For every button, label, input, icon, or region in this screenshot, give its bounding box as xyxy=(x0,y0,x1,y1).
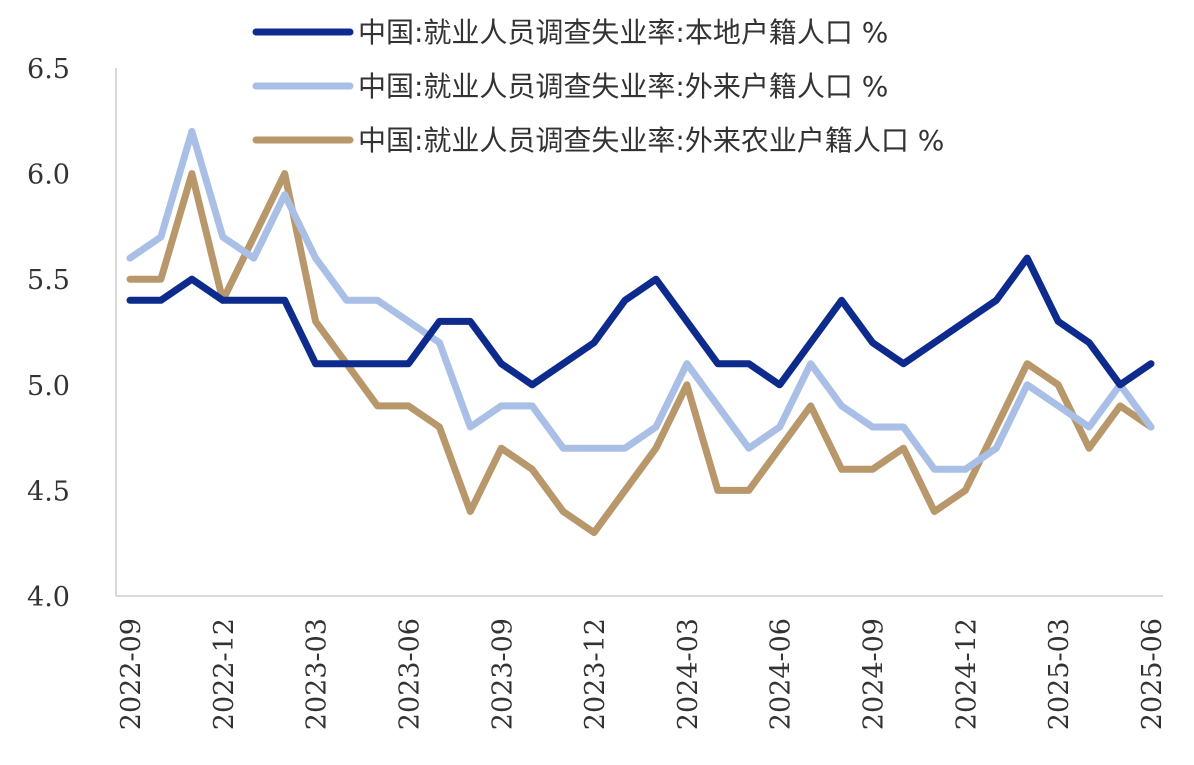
y-axis: 4.0 4.5 5.0 5.5 6.0 6.5 xyxy=(27,54,117,613)
x-tick-label: 2023-06 xyxy=(394,618,425,730)
legend-label-3: 中国:就业人员调查失业率:外来农业户籍人口 % xyxy=(358,124,944,157)
series-line-1 xyxy=(126,254,1155,389)
x-tick-label: 2022-12 xyxy=(209,618,240,730)
x-tick-label: 2025-03 xyxy=(1044,618,1075,730)
x-tick-label: 2024-09 xyxy=(859,618,890,730)
y-tick-label: 6.0 xyxy=(27,160,70,191)
y-tick-label: 6.5 xyxy=(27,54,70,85)
x-tick-label: 2024-03 xyxy=(673,618,704,730)
y-tick-label: 5.0 xyxy=(27,371,70,402)
series-line-2 xyxy=(126,127,1155,473)
x-tick-label: 2023-03 xyxy=(302,618,333,730)
x-tick-label: 2023-12 xyxy=(580,618,611,730)
x-tick-label: 2022-09 xyxy=(116,618,147,730)
x-tick-label: 2024-12 xyxy=(951,618,982,730)
legend-label-1: 中国:就业人员调查失业率:本地户籍人口 % xyxy=(358,16,888,49)
x-tick-label: 2025-06 xyxy=(1137,618,1168,730)
y-tick-label: 5.5 xyxy=(27,265,70,296)
series-lines xyxy=(126,127,1155,537)
legend-label-2: 中国:就业人员调查失业率:外来户籍人口 % xyxy=(358,70,888,103)
y-tick-label: 4.0 xyxy=(27,582,70,613)
series-line-3 xyxy=(126,170,1155,537)
x-tick-label: 2024-06 xyxy=(766,618,797,730)
legend: 中国:就业人员调查失业率:本地户籍人口 % 中国:就业人员调查失业率:外来户籍人口… xyxy=(252,16,944,157)
x-tick-label: 2023-09 xyxy=(487,618,518,730)
y-tick-label: 4.5 xyxy=(27,476,70,507)
x-axis: 2022-09 2022-12 2023-03 2023-06 2023-09 2023-… xyxy=(116,595,1168,730)
